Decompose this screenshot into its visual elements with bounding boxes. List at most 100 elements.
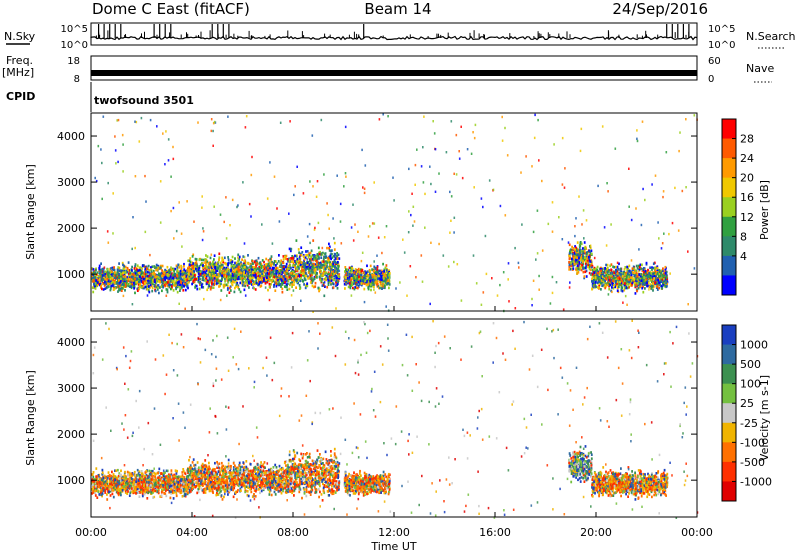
scatter-point xyxy=(360,282,363,285)
scatter-point xyxy=(327,260,330,264)
scatter-point xyxy=(328,273,331,276)
scatter-point xyxy=(299,287,301,290)
scatter-point xyxy=(103,284,106,287)
scatter-point xyxy=(268,279,271,283)
scatter-point xyxy=(318,266,321,269)
scatter-point xyxy=(101,274,104,277)
scatter-point xyxy=(195,277,197,281)
scatter-point xyxy=(246,266,249,270)
scatter-point xyxy=(151,280,154,284)
scatter-point xyxy=(580,259,583,262)
scatter-point xyxy=(261,276,263,280)
scatter-point xyxy=(194,274,196,277)
scatter-point xyxy=(183,268,186,271)
nsearch-tick-top: 10^5 xyxy=(708,24,735,35)
scatter-point xyxy=(232,276,235,280)
scatter-point xyxy=(194,262,197,265)
scatter-point xyxy=(130,282,133,286)
scatter-point xyxy=(380,271,382,275)
scatter-point xyxy=(579,254,581,258)
scatter-point xyxy=(101,279,103,282)
scatter-point xyxy=(228,269,231,272)
scatter-point xyxy=(320,261,322,265)
scatter-point xyxy=(369,275,372,278)
scatter-point xyxy=(295,268,298,271)
scatter-point xyxy=(381,278,383,282)
scatter-point xyxy=(588,267,591,271)
scatter-point xyxy=(237,268,240,271)
scatter-point xyxy=(191,255,194,258)
scatter-point xyxy=(140,269,143,273)
scatter-point xyxy=(384,277,386,281)
scatter-point xyxy=(327,276,329,279)
scatter-point xyxy=(221,256,224,260)
scatter-point xyxy=(240,271,243,275)
scatter-point xyxy=(216,264,219,268)
scatter-point xyxy=(97,274,100,278)
scatter-point xyxy=(590,268,592,271)
scatter-point xyxy=(363,275,365,278)
scatter-point xyxy=(352,274,355,278)
scatter-point xyxy=(107,275,110,278)
scatter-point xyxy=(177,283,179,286)
scatter-point xyxy=(234,278,237,282)
scatter-point xyxy=(388,277,391,280)
scatter-point xyxy=(317,286,320,290)
scatter-point xyxy=(383,284,386,287)
scatter-point xyxy=(230,282,233,285)
scatter-point xyxy=(590,249,593,253)
scatter-point xyxy=(171,279,174,283)
scatter-point xyxy=(267,259,270,262)
scatter-point xyxy=(298,257,301,260)
scatter-point xyxy=(333,265,336,268)
scatter-point xyxy=(295,286,297,289)
scatter-point xyxy=(229,285,232,288)
scatter-point xyxy=(615,268,617,272)
scatter-point xyxy=(283,278,285,281)
scatter-point xyxy=(205,277,208,280)
scatter-point xyxy=(240,263,243,266)
scatter-point xyxy=(331,249,333,252)
scatter-point xyxy=(296,278,299,282)
scatter-point xyxy=(382,272,384,275)
scatter-point xyxy=(574,256,577,259)
scatter-point xyxy=(147,281,150,285)
scatter-point xyxy=(186,285,188,288)
scatter-point xyxy=(578,264,580,267)
scatter-point xyxy=(216,278,219,282)
scatter-point xyxy=(140,267,143,271)
scatter-point xyxy=(201,265,204,269)
scatter-point xyxy=(325,260,327,263)
scatter-point xyxy=(275,267,278,270)
scatter-point xyxy=(333,252,336,256)
scatter-point xyxy=(354,281,356,284)
scatter-point xyxy=(290,260,293,263)
scatter-point xyxy=(297,281,299,285)
scatter-point xyxy=(363,287,366,291)
scatter-point xyxy=(379,286,381,290)
nave-label: Nave xyxy=(746,62,774,75)
scatter-point xyxy=(577,271,580,274)
scatter-point xyxy=(98,278,101,281)
scatter-point xyxy=(237,270,240,273)
scatter-point xyxy=(582,266,585,269)
scatter-point xyxy=(304,268,307,271)
scatter-point xyxy=(167,274,170,277)
scatter-point xyxy=(166,265,169,269)
scatter-point xyxy=(127,273,130,277)
scatter-point xyxy=(160,285,163,288)
scatter-point xyxy=(586,261,589,265)
scatter-point xyxy=(576,241,579,244)
scatter-point xyxy=(319,250,321,254)
scatter-point xyxy=(319,270,321,274)
scatter-point xyxy=(96,278,99,282)
scatter-point xyxy=(168,277,171,280)
scatter-point xyxy=(585,253,588,256)
scatter-point xyxy=(247,262,250,265)
scatter-point xyxy=(211,270,214,274)
scatter-point xyxy=(312,239,315,242)
scatter-point xyxy=(213,270,216,273)
scatter-point xyxy=(209,281,211,284)
scatter-point xyxy=(330,283,332,286)
scatter-point xyxy=(175,276,178,280)
